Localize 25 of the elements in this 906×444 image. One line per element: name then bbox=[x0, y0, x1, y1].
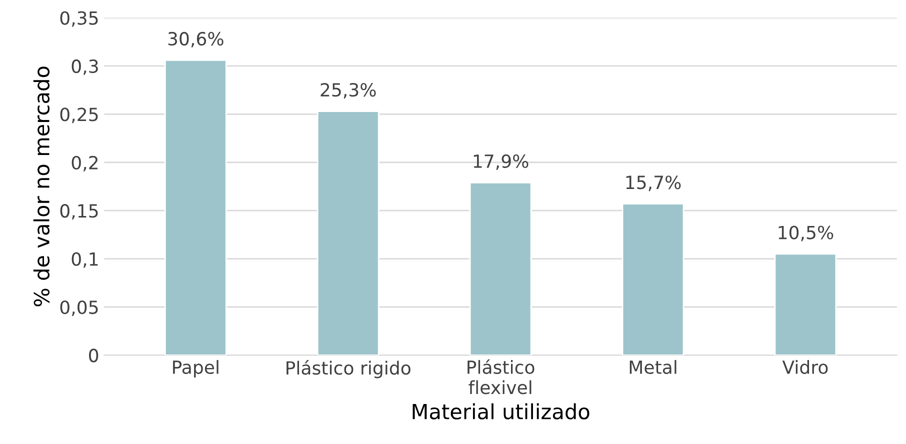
y-tick-label: 0,05 bbox=[60, 300, 98, 316]
x-axis-title: Material utilizado bbox=[412, 403, 590, 420]
x-tick-label: Plástico flexivel bbox=[468, 359, 534, 394]
y-tick-label: 0,35 bbox=[60, 11, 98, 27]
x-tick-label: Metal bbox=[630, 360, 676, 374]
data-label: 30,6% bbox=[168, 32, 224, 48]
x-tick-label: Papel bbox=[173, 360, 218, 378]
x-tick-label: Plástico rigido bbox=[286, 360, 410, 378]
y-tick-label: 0,25 bbox=[60, 108, 98, 124]
y-axis-title: % de valor no mercado bbox=[33, 66, 50, 306]
data-label: 25,3% bbox=[320, 83, 376, 99]
data-label: 15,7% bbox=[626, 176, 681, 192]
bar bbox=[316, 110, 380, 356]
bar bbox=[164, 59, 227, 356]
bar bbox=[469, 182, 532, 356]
y-tick-label: 0,2 bbox=[72, 156, 98, 172]
bar bbox=[622, 203, 684, 356]
data-label: 10,5% bbox=[778, 226, 834, 242]
y-tick-label: 0 bbox=[89, 348, 98, 362]
data-label: 17,9% bbox=[474, 154, 528, 170]
y-tick-label: 0,1 bbox=[72, 252, 98, 268]
bar bbox=[774, 253, 837, 356]
y-tick-label: 0,3 bbox=[72, 59, 98, 75]
x-tick-label: Vidro bbox=[782, 360, 828, 374]
y-tick-label: 0,15 bbox=[60, 204, 98, 220]
